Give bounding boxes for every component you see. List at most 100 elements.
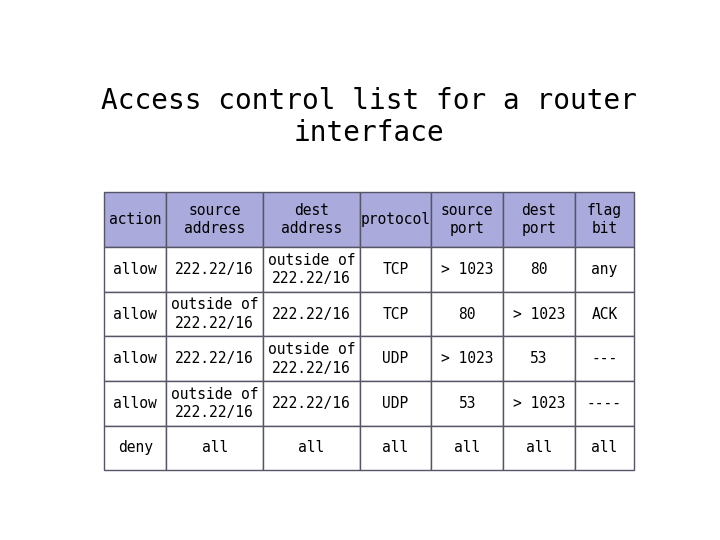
Bar: [503, 247, 575, 292]
Bar: [575, 192, 634, 247]
Bar: [431, 426, 503, 470]
Bar: [503, 381, 575, 426]
Bar: [263, 381, 360, 426]
Bar: [104, 247, 166, 292]
Bar: [104, 426, 166, 470]
Bar: [575, 426, 634, 470]
Text: TCP: TCP: [382, 262, 409, 277]
Bar: [431, 292, 503, 336]
Bar: [263, 426, 360, 470]
Text: outside of
222.22/16: outside of 222.22/16: [268, 342, 355, 376]
Bar: [104, 247, 166, 292]
Bar: [166, 336, 263, 381]
Bar: [166, 192, 263, 247]
Text: source
address: source address: [184, 202, 246, 237]
Bar: [166, 381, 263, 426]
Bar: [431, 336, 503, 381]
Text: outside of
222.22/16: outside of 222.22/16: [268, 253, 355, 286]
Bar: [360, 381, 431, 426]
Bar: [431, 336, 503, 381]
Bar: [575, 426, 634, 470]
Text: TCP: TCP: [382, 307, 409, 322]
Bar: [104, 292, 166, 336]
Bar: [503, 336, 575, 381]
Bar: [166, 292, 263, 336]
Bar: [166, 381, 263, 426]
Bar: [575, 381, 634, 426]
Text: action: action: [109, 212, 161, 227]
Text: all: all: [454, 441, 480, 455]
Bar: [503, 192, 575, 247]
Bar: [360, 426, 431, 470]
Text: any: any: [591, 262, 618, 277]
Bar: [503, 292, 575, 336]
Text: ----: ----: [587, 396, 622, 411]
Bar: [575, 292, 634, 336]
Text: 80: 80: [459, 307, 476, 322]
Bar: [360, 426, 431, 470]
Bar: [431, 247, 503, 292]
Bar: [263, 192, 360, 247]
Text: dest
address: dest address: [281, 202, 342, 237]
Text: 222.22/16: 222.22/16: [175, 262, 254, 277]
Bar: [263, 247, 360, 292]
Bar: [360, 292, 431, 336]
Bar: [104, 192, 166, 247]
Bar: [166, 426, 263, 470]
Text: > 1023: > 1023: [513, 396, 565, 411]
Text: outside of
222.22/16: outside of 222.22/16: [171, 298, 258, 331]
Bar: [263, 336, 360, 381]
Bar: [263, 192, 360, 247]
Bar: [575, 247, 634, 292]
Bar: [166, 426, 263, 470]
Bar: [263, 292, 360, 336]
Text: all: all: [202, 441, 228, 455]
Bar: [503, 381, 575, 426]
Text: > 1023: > 1023: [441, 262, 493, 277]
Bar: [431, 247, 503, 292]
Text: allow: allow: [113, 262, 157, 277]
Bar: [104, 292, 166, 336]
Text: 222.22/16: 222.22/16: [175, 352, 254, 366]
Bar: [431, 192, 503, 247]
Bar: [575, 247, 634, 292]
Bar: [104, 336, 166, 381]
Bar: [575, 336, 634, 381]
Bar: [360, 247, 431, 292]
Text: 53: 53: [530, 352, 548, 366]
Bar: [263, 381, 360, 426]
Bar: [360, 292, 431, 336]
Bar: [503, 426, 575, 470]
Bar: [360, 336, 431, 381]
Bar: [104, 426, 166, 470]
Text: all: all: [382, 441, 409, 455]
Bar: [263, 247, 360, 292]
Bar: [360, 192, 431, 247]
Text: Access control list for a router
interface: Access control list for a router interfa…: [101, 86, 637, 147]
Bar: [503, 426, 575, 470]
Text: all: all: [591, 441, 618, 455]
Text: ---: ---: [591, 352, 618, 366]
Bar: [104, 336, 166, 381]
Bar: [503, 247, 575, 292]
Bar: [575, 336, 634, 381]
Bar: [104, 192, 166, 247]
Text: flag
bit: flag bit: [587, 202, 622, 237]
Bar: [166, 247, 263, 292]
Bar: [503, 292, 575, 336]
Bar: [575, 381, 634, 426]
Bar: [263, 336, 360, 381]
Bar: [104, 381, 166, 426]
Text: 53: 53: [459, 396, 476, 411]
Text: protocol: protocol: [361, 212, 431, 227]
Bar: [166, 292, 263, 336]
Bar: [166, 247, 263, 292]
Bar: [575, 292, 634, 336]
Text: allow: allow: [113, 307, 157, 322]
Bar: [263, 426, 360, 470]
Text: 80: 80: [530, 262, 548, 277]
Text: 222.22/16: 222.22/16: [272, 396, 351, 411]
Text: allow: allow: [113, 352, 157, 366]
Text: outside of
222.22/16: outside of 222.22/16: [171, 387, 258, 420]
Bar: [104, 381, 166, 426]
